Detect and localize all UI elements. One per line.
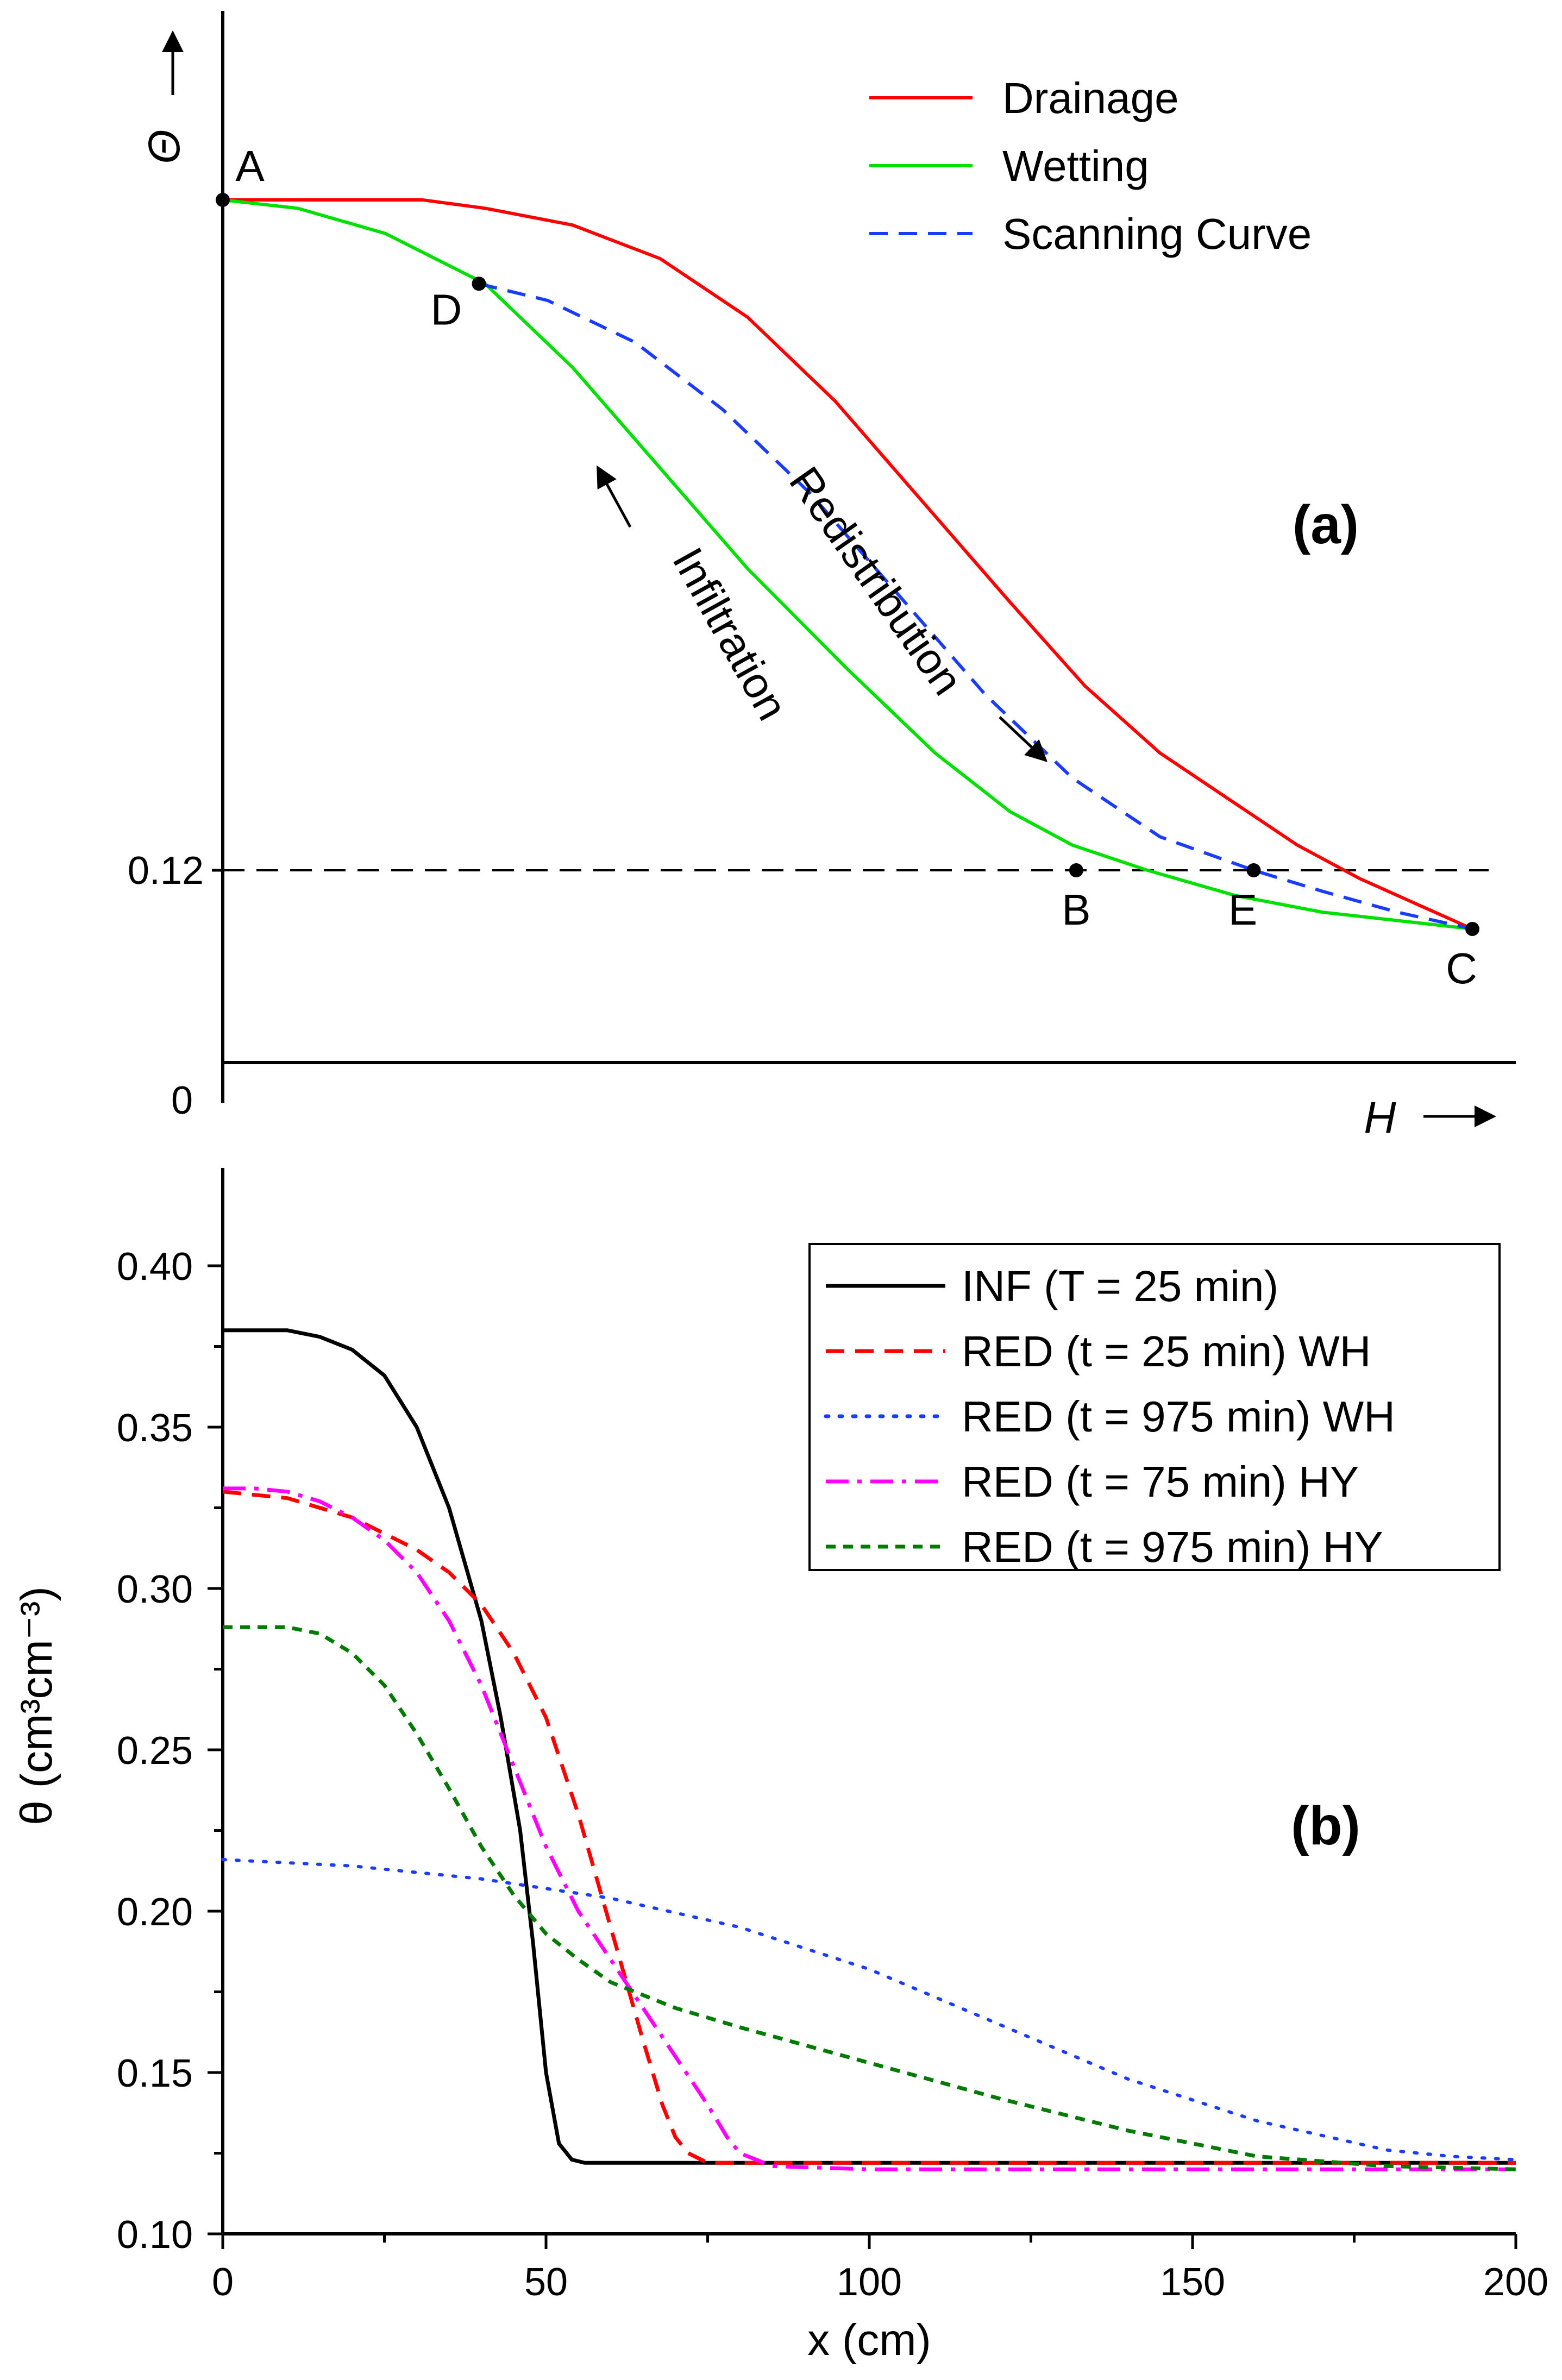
- panel-a-series: [222, 198, 1473, 931]
- panel-a: 0.12 0 Θ H A D B E C Infiltration Redistribu…: [128, 11, 1516, 1142]
- panel-a-legend-label-1: Wetting: [1002, 142, 1149, 190]
- panel-b-ytick-label: 0.25: [117, 1729, 193, 1773]
- point-label-a: A: [235, 142, 265, 190]
- panel-b-xlabel: x (cm): [807, 2315, 931, 2365]
- panel-b-ytick-label: 0.35: [117, 1406, 193, 1450]
- panel-b-ytick-label: 0.10: [117, 2213, 193, 2257]
- panel-b-ytick-label: 0.20: [117, 1891, 193, 1934]
- panel-a-points: A D B E C: [216, 142, 1479, 993]
- panel-b-legend-box: [808, 1243, 1501, 1571]
- infiltration-arrow: [596, 465, 632, 528]
- panel-b-series-line-4: [223, 1625, 1516, 2171]
- redistribution-arrow: [999, 716, 1047, 762]
- panel-b-legend-label-2: RED (t = 975 min) WH: [962, 1392, 1395, 1441]
- panel-b-xtick-label: 50: [524, 2260, 568, 2304]
- panel-b-xtick-label: 0: [212, 2260, 234, 2304]
- panel-b-label: (b): [1291, 1795, 1360, 1856]
- panel-b-xtick-label: 200: [1483, 2260, 1548, 2304]
- panel-b-series: [221, 1328, 1517, 2171]
- panel-b-ylabel: θ (cm³cm⁻³): [12, 1586, 61, 1825]
- point-label-d: D: [431, 285, 462, 334]
- panel-b-ytick-label: 0.15: [117, 2052, 193, 2095]
- point-marker-c: [1465, 921, 1479, 936]
- panel-b-legend-label-1: RED (t = 25 min) WH: [962, 1327, 1371, 1376]
- panel-b-legend-label-0: INF (T = 25 min): [962, 1262, 1278, 1310]
- panel-b-ytick-label: 0.40: [117, 1245, 193, 1289]
- panel-a-ytick-label: 0.12: [128, 849, 204, 893]
- panel-a-series-line-1: [222, 198, 1473, 931]
- panel-b-ytick-label: 0.30: [117, 1568, 193, 1611]
- annotation-redistribution: Redistribution: [780, 458, 972, 704]
- panel-b-legend-label-3: RED (t = 75 min) HY: [962, 1458, 1359, 1506]
- point-marker-d: [472, 277, 486, 291]
- point-marker-e: [1246, 863, 1261, 877]
- panel-a-label: (a): [1293, 494, 1359, 555]
- panel-a-legend-label-0: Drainage: [1002, 74, 1179, 122]
- panel-a-series-line-2: [478, 282, 1473, 931]
- panel-a-series-line-0: [223, 198, 1473, 931]
- panel-b-series-line-2: [221, 1858, 1517, 2162]
- panel-a-xlabel: H: [1364, 1093, 1396, 1142]
- panel-b-ticks: 0 50 100 150 200 0.10 0.15 0.20 0.25 0.30 0.35 0.40: [117, 1245, 1548, 2304]
- panel-a-legend-label-2: Scanning Curve: [1002, 210, 1312, 258]
- point-marker-a: [216, 193, 230, 207]
- point-label-e: E: [1228, 886, 1257, 934]
- point-label-c: C: [1446, 944, 1477, 993]
- panel-a-ylabel: Θ: [140, 129, 189, 164]
- point-label-b: B: [1062, 886, 1090, 934]
- panel-b-legend-label-4: RED (t = 975 min) HY: [962, 1523, 1383, 1571]
- panel-b-legend: INF (T = 25 min) RED (t = 25 min) WH RED (…: [808, 1243, 1501, 1571]
- panel-b-xtick-label: 100: [837, 2260, 902, 2304]
- panel-b-series-line-3: [223, 1486, 1516, 2171]
- point-marker-b: [1069, 863, 1083, 877]
- panel-a-origin-label: 0: [171, 1079, 193, 1122]
- panel-a-legend: Drainage Wetting Scanning Curve: [869, 74, 1312, 258]
- annotation-infiltration: Infiltration: [663, 539, 797, 728]
- panel-b-xtick-label: 150: [1160, 2260, 1225, 2304]
- panel-b: 0 50 100 150 200 0.10 0.15 0.20 0.25 0.30 0.35 0.40…: [12, 1168, 1548, 2365]
